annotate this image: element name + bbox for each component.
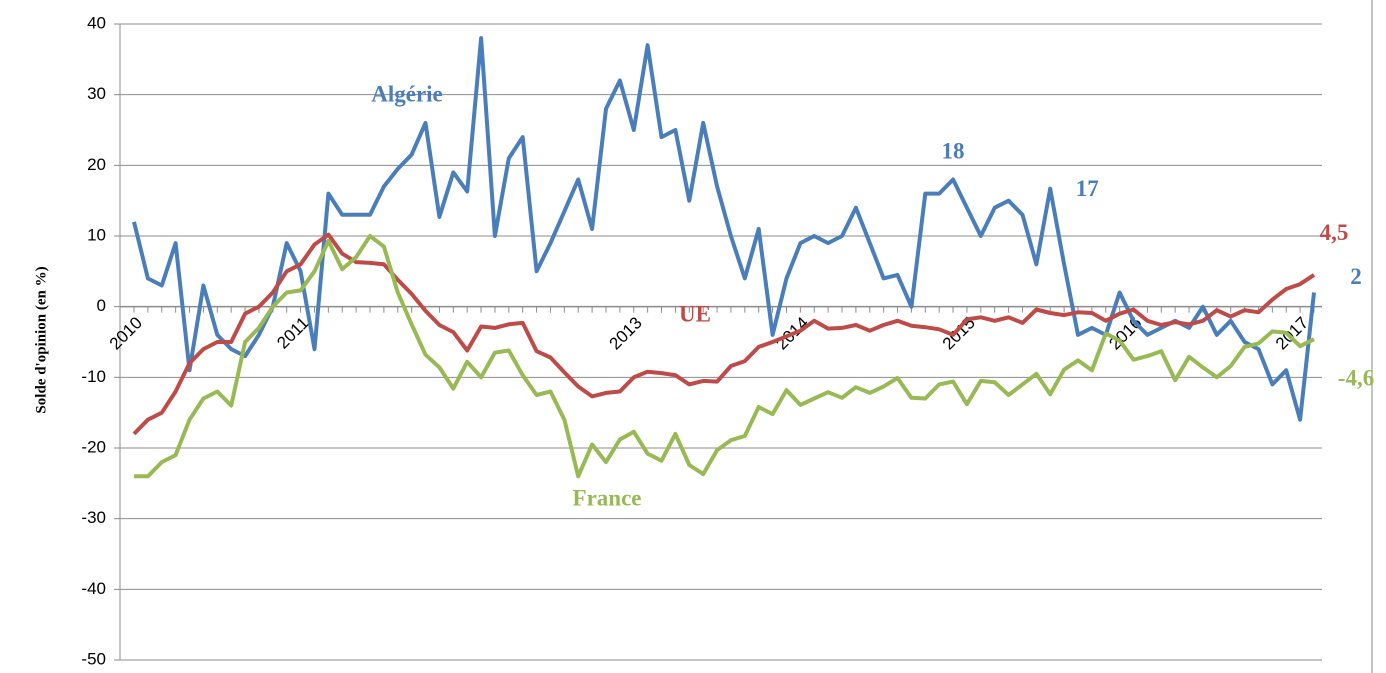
line-series <box>132 232 1316 436</box>
y-axis-label: Solde d'opinion (en %) <box>33 266 49 413</box>
data-label: 4,5 <box>1320 220 1349 245</box>
data-label: 2 <box>1350 264 1362 289</box>
line-series <box>132 36 1316 422</box>
y-tick-label: 40 <box>87 13 106 32</box>
data-label: 17 <box>1076 176 1099 201</box>
x-tick-label: 2013 <box>606 313 646 353</box>
y-tick-label: -30 <box>81 508 106 527</box>
series-label: UE <box>679 301 711 326</box>
line-series <box>134 234 1315 479</box>
x-tick-label: 2011 <box>273 313 312 352</box>
data-label: -4,6 <box>1338 365 1374 390</box>
y-tick-label: 20 <box>87 155 106 174</box>
y-tick-label: 30 <box>87 84 106 103</box>
x-tick-label: 2010 <box>106 313 146 353</box>
y-tick-label: -50 <box>81 649 106 668</box>
y-tick-label: 10 <box>87 225 106 244</box>
y-tick-label: -20 <box>81 437 106 456</box>
series-label: Algérie <box>371 81 443 106</box>
series-label: France <box>573 485 642 510</box>
y-tick-label: -10 <box>81 367 106 386</box>
y-tick-label: 0 <box>97 296 106 315</box>
y-tick-label: -40 <box>81 579 106 598</box>
data-label: 18 <box>942 139 965 164</box>
